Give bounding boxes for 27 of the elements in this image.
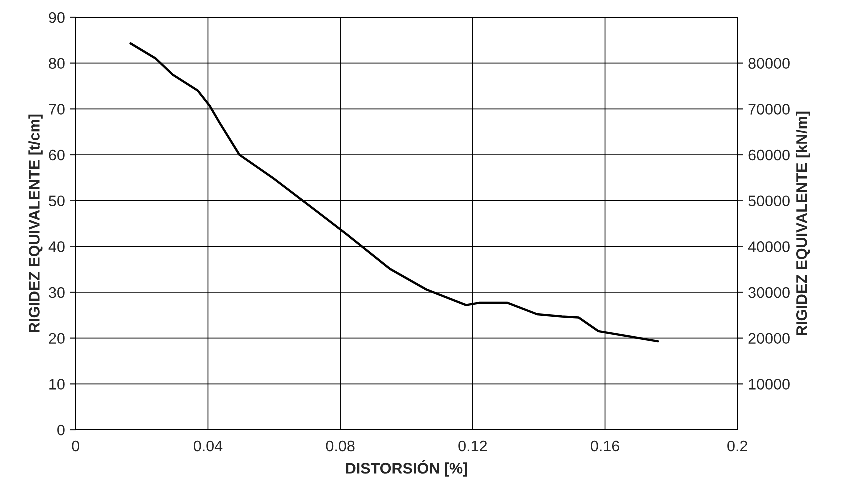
y2-tick-label: 50000 — [748, 196, 790, 207]
x-tick-label: 0.2 — [728, 440, 748, 452]
x-tick-label: 0.12 — [458, 440, 488, 452]
y-tick-label: 80 — [49, 58, 65, 70]
x-tick-label: 0.04 — [194, 440, 223, 452]
y-tick-label: 10 — [50, 379, 65, 390]
y-tick-label: 50 — [49, 196, 65, 207]
x-tick-label: 0.08 — [326, 440, 355, 452]
y2-tick-label: 30000 — [748, 287, 790, 298]
y-tick-label: 0 — [58, 424, 65, 436]
y-tick-label: 40 — [48, 242, 65, 252]
y-axis-title: RIGIDEZ EQUIVALENTE [t/cm] — [28, 114, 43, 333]
y-tick-label: 30 — [49, 287, 65, 298]
y-tick-label: 70 — [49, 104, 65, 115]
x-tick-label: 0 — [72, 440, 80, 452]
y-tick-label: 60 — [49, 150, 65, 161]
y2-tick-label: 40000 — [748, 242, 790, 252]
x-axis-title: DISTORSIÓN [%] — [346, 460, 468, 477]
x-tick-label: 0.16 — [591, 440, 620, 452]
y2-tick-label: 80000 — [748, 58, 790, 70]
y2-tick-label: 70000 — [748, 104, 790, 115]
y-tick-label: 20 — [49, 333, 65, 344]
y2-tick-label: 60000 — [748, 150, 790, 161]
y-tick-label: 90 — [49, 12, 65, 24]
y2-tick-label: 20000 — [748, 333, 790, 344]
y2-axis-title: RIGIDEZ EQUIVALENTE [kN/m] — [796, 112, 810, 336]
y2-tick-label: 10000 — [749, 379, 790, 390]
